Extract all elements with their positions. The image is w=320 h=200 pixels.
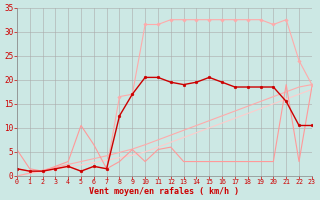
X-axis label: Vent moyen/en rafales ( km/h ): Vent moyen/en rafales ( km/h ) [89, 187, 239, 196]
